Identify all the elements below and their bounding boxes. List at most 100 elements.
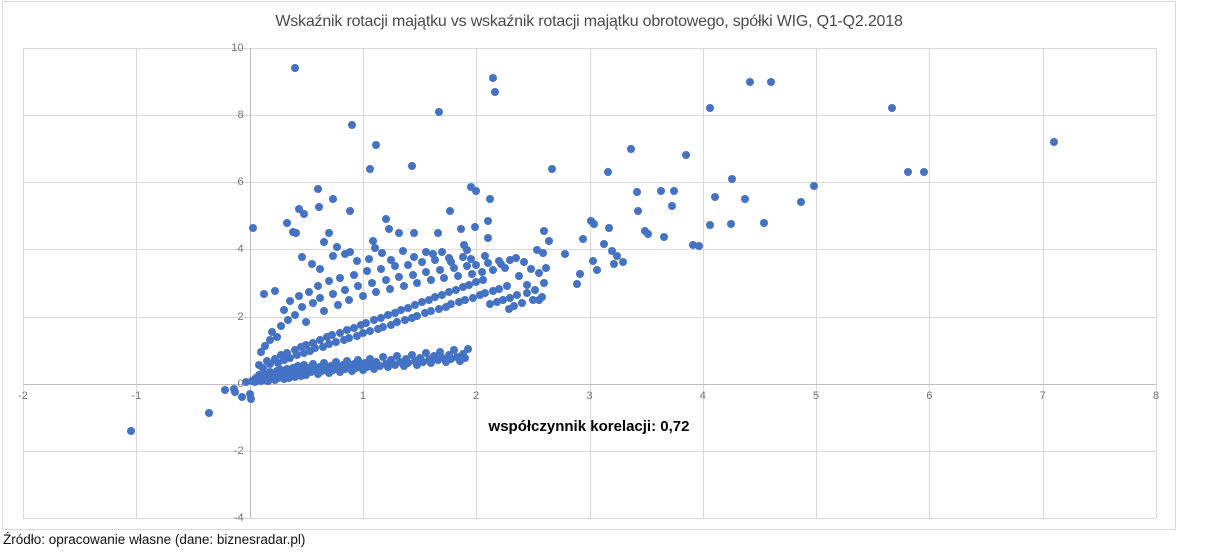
- data-point: [295, 205, 304, 214]
- data-point: [353, 257, 362, 266]
- data-point: [456, 356, 465, 365]
- data-point: [446, 206, 455, 215]
- data-point: [411, 300, 420, 309]
- y-gridline: [23, 182, 1156, 184]
- x-axis-line: [23, 383, 1156, 385]
- data-point: [358, 365, 367, 374]
- data-point: [372, 141, 381, 150]
- data-point: [460, 353, 469, 362]
- data-point: [284, 315, 293, 324]
- data-point: [365, 164, 374, 173]
- data-point: [471, 222, 480, 231]
- data-point: [407, 350, 416, 359]
- data-point: [373, 324, 382, 333]
- data-point: [415, 353, 424, 362]
- data-point: [705, 104, 714, 113]
- data-point: [377, 264, 386, 273]
- data-point: [315, 336, 324, 345]
- data-point: [378, 248, 387, 257]
- data-point: [314, 203, 323, 212]
- data-point: [370, 364, 379, 373]
- data-point: [220, 385, 229, 394]
- data-point: [417, 298, 426, 307]
- data-point: [324, 277, 333, 286]
- data-point: [392, 318, 401, 327]
- data-point: [313, 282, 322, 291]
- data-point: [404, 303, 413, 312]
- data-point: [311, 344, 320, 353]
- data-point: [361, 358, 370, 367]
- data-point: [534, 268, 543, 277]
- data-point: [548, 164, 557, 173]
- data-point: [489, 74, 498, 83]
- y-axis-tick-label: 8: [237, 109, 244, 122]
- x-axis-tick-label: 4: [699, 389, 706, 402]
- data-point: [407, 161, 416, 170]
- data-point: [431, 256, 440, 265]
- data-point: [540, 226, 549, 235]
- x-gridline: [362, 48, 364, 518]
- data-point: [365, 327, 374, 336]
- data-point: [375, 361, 384, 370]
- data-point: [383, 310, 392, 319]
- data-point: [329, 366, 338, 375]
- x-axis-tick-label: 2: [473, 389, 480, 402]
- data-point: [329, 252, 338, 261]
- y-axis-tick-label: 10: [231, 42, 244, 54]
- data-point: [293, 351, 302, 360]
- data-point: [260, 289, 269, 298]
- data-point: [297, 303, 306, 312]
- data-point: [313, 369, 322, 378]
- data-point: [331, 338, 340, 347]
- data-point: [466, 254, 475, 263]
- data-point: [576, 269, 585, 278]
- data-point: [345, 296, 354, 305]
- data-point: [457, 224, 466, 233]
- x-gridline: [929, 48, 931, 518]
- data-point: [468, 293, 477, 302]
- data-point: [327, 361, 336, 370]
- data-point: [472, 260, 481, 269]
- data-point: [319, 342, 328, 351]
- data-point: [590, 220, 599, 229]
- data-point: [431, 293, 440, 302]
- data-point: [318, 367, 327, 376]
- data-point: [483, 258, 492, 267]
- data-point: [347, 121, 356, 130]
- data-point: [390, 262, 399, 271]
- data-point: [435, 347, 444, 356]
- data-point: [422, 268, 431, 277]
- data-point: [500, 263, 509, 272]
- data-point: [421, 309, 430, 318]
- data-point: [426, 307, 435, 316]
- data-point: [472, 278, 481, 287]
- data-point: [809, 182, 818, 191]
- data-point: [634, 206, 643, 215]
- data-point: [463, 245, 472, 254]
- data-point: [277, 351, 286, 360]
- data-point: [670, 186, 679, 195]
- data-point: [619, 257, 628, 266]
- data-point: [256, 347, 265, 356]
- data-point: [349, 270, 358, 279]
- data-point: [254, 361, 263, 370]
- data-point: [299, 361, 308, 370]
- data-point: [766, 77, 775, 86]
- x-axis-tick-label: -1: [131, 389, 142, 402]
- x-axis-tick-label: 1: [359, 389, 366, 402]
- y-axis-line: [249, 48, 251, 518]
- x-gridline: [1156, 48, 1157, 518]
- data-point: [505, 305, 514, 314]
- data-point: [727, 219, 736, 228]
- x-gridline: [23, 48, 24, 518]
- data-point: [433, 228, 442, 237]
- data-point: [354, 355, 363, 364]
- x-gridline: [816, 48, 818, 518]
- y-gridline: [23, 518, 1156, 519]
- data-point: [268, 327, 277, 336]
- data-point: [336, 273, 345, 282]
- data-point: [660, 232, 669, 241]
- data-point: [604, 224, 613, 233]
- data-point: [544, 237, 553, 246]
- data-point: [322, 333, 331, 342]
